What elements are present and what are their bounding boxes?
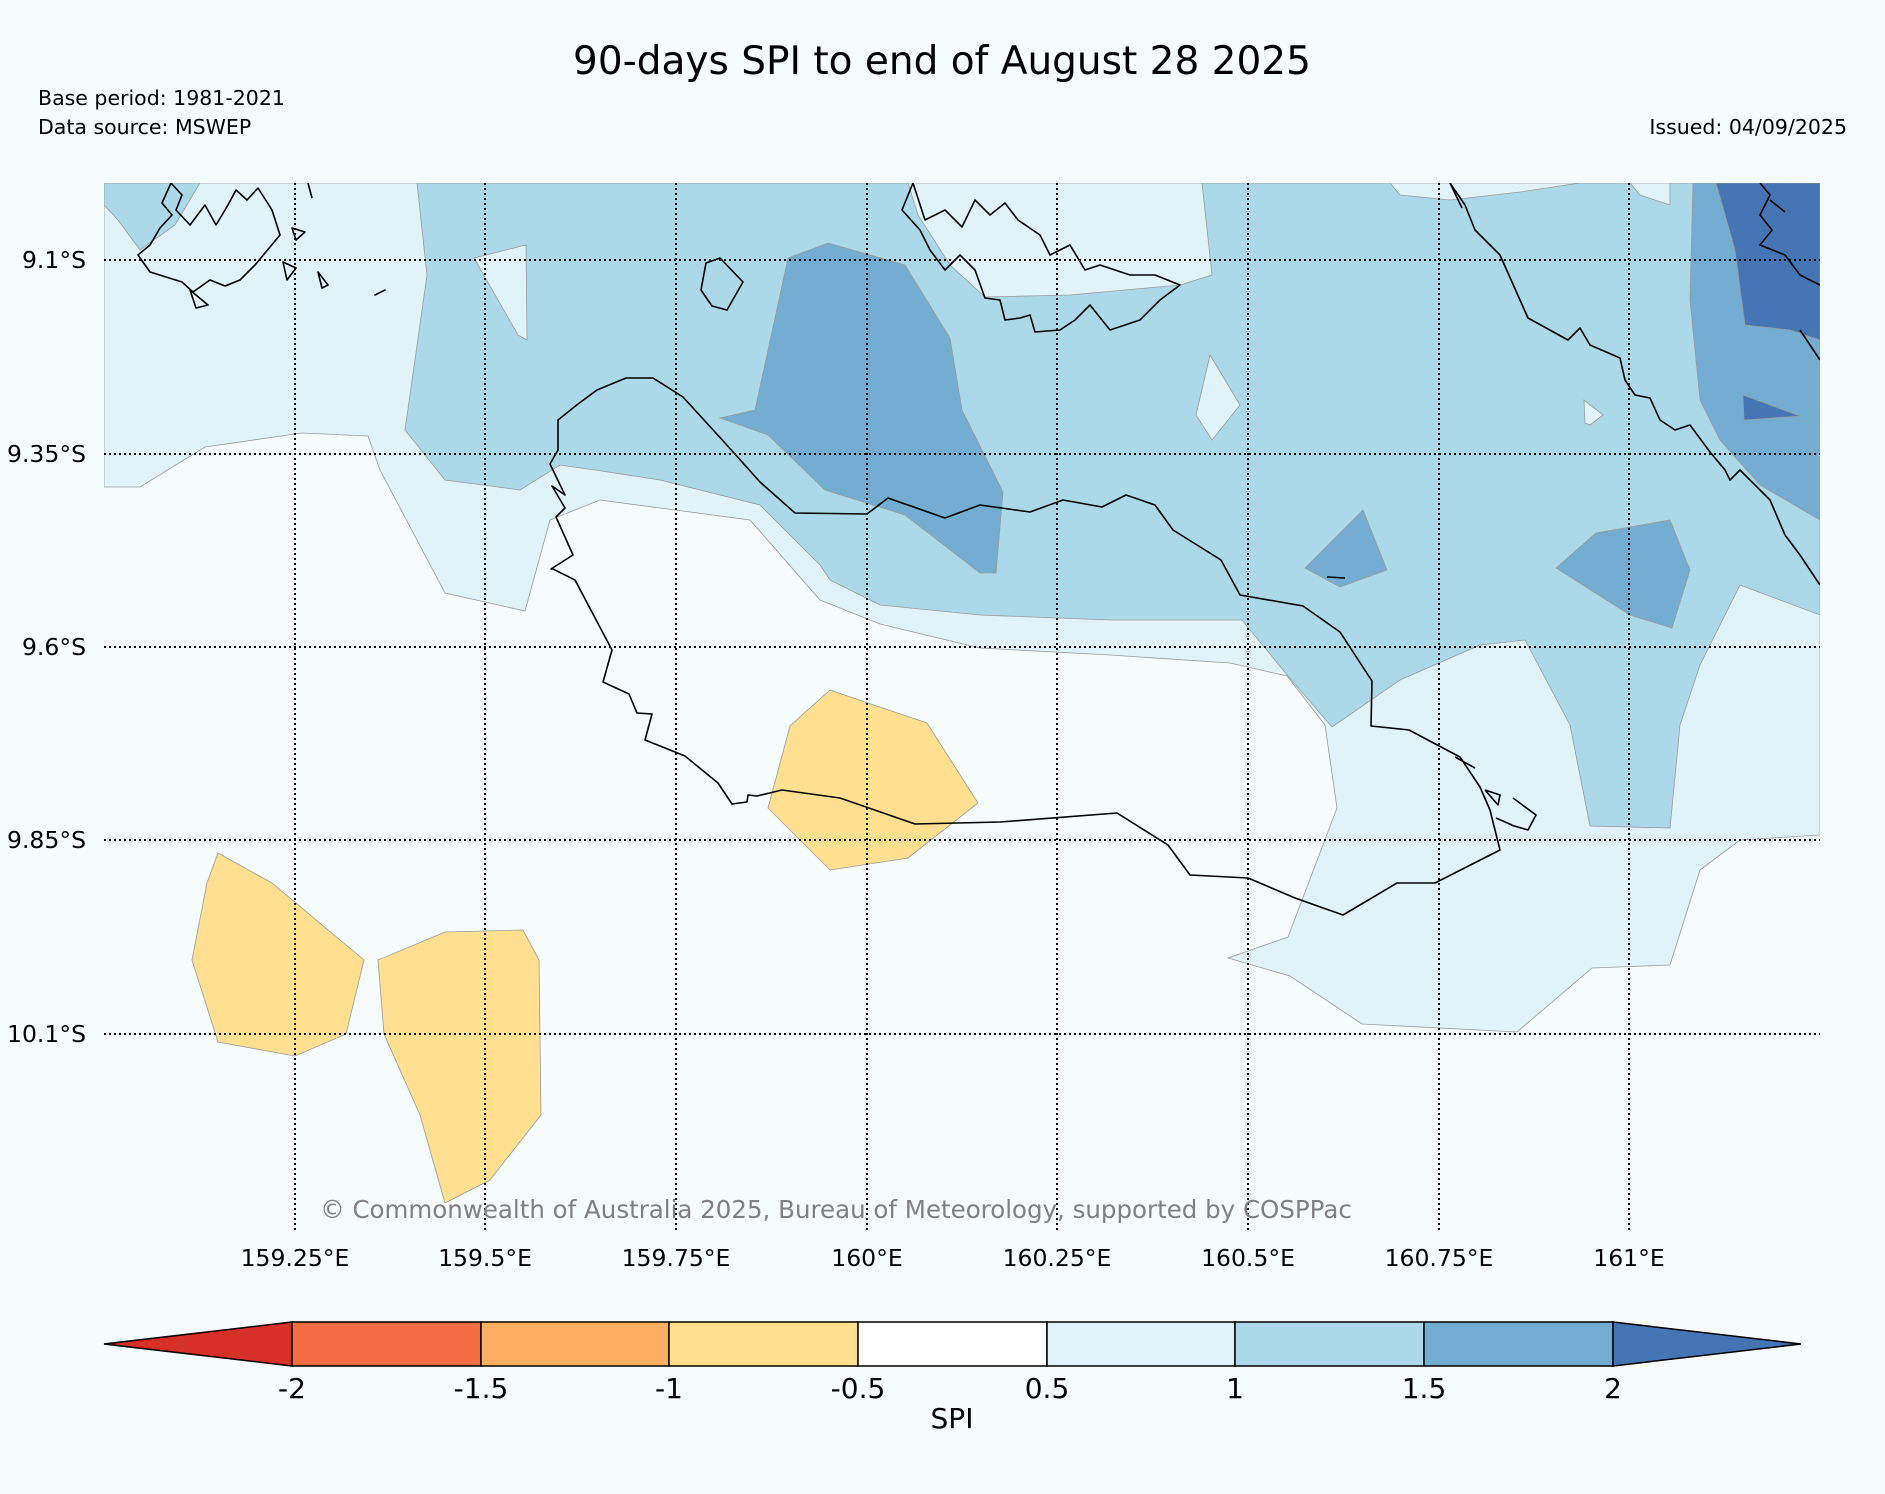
coastline-florida-islands	[901, 183, 1181, 333]
colorbar-tick-neg1: -1	[655, 1372, 683, 1405]
colorbar-title: SPI	[931, 1402, 974, 1435]
colorbar-tick-neg0-5: -0.5	[831, 1372, 886, 1405]
lon-label-159-25: 159.25°E	[241, 1244, 350, 1272]
latitude-labels: 9.1°S 9.35°S 9.6°S 9.85°S 10.1°S	[7, 246, 86, 1048]
colorbar-tick-neg1-5: -1.5	[454, 1372, 509, 1405]
coastline-russell-islands	[137, 183, 281, 293]
lon-label-160-25: 160.25°E	[1003, 1244, 1112, 1272]
coastline-malaita-north	[1449, 183, 1820, 361]
issued-date-text: Issued: 04/09/2025	[1649, 115, 1847, 139]
colorbar-segment-1-5-to-2	[1423, 1321, 1614, 1367]
spi-region-0-5-to-1-patch-d	[1583, 399, 1604, 426]
colorbar-segment-0-5-to-1	[1046, 1321, 1236, 1367]
coastline-guadalcanal	[549, 377, 1501, 916]
spi-region-0-5-to-1-patch-e	[1389, 183, 1581, 201]
spi-region-1-to-1-5	[404, 183, 1820, 829]
spi-region-gt-2-small	[1742, 394, 1801, 421]
lat-label-10-1: 10.1°S	[7, 1020, 86, 1048]
map-area: © Commonwealth of Australia 2025, Bureau…	[104, 183, 1820, 1230]
lon-label-160: 160°E	[831, 1244, 902, 1272]
colorbar: -2 -1.5 -1 -0.5 0.5 1 1.5 2 SPI	[103, 1321, 1802, 1435]
colorbar-segment-neg1-to-neg0-5	[668, 1321, 859, 1367]
coastline-malaita	[1449, 183, 1820, 586]
spi-region-0-5-to-1-patch-f	[1629, 183, 1671, 206]
longitude-labels: 159.25°E 159.5°E 159.75°E 160°E 160.25°E…	[241, 1244, 1665, 1272]
colorbar-segment-gt-2	[1612, 1321, 1802, 1367]
spi-region-1-5-to-2-central	[718, 242, 1004, 574]
coastline-savo-island	[700, 257, 744, 311]
colorbar-segment-lt-neg2	[103, 1321, 293, 1367]
colorbar-segment-1-to-1-5	[1234, 1321, 1425, 1367]
spi-region-0-5-to-1-patch-a	[473, 244, 528, 341]
coastline-guadalcanal-east-islets	[1326, 576, 1537, 831]
lon-label-159-5: 159.5°E	[438, 1244, 532, 1272]
spi-region-1-5-to-2-east-a	[1304, 509, 1388, 588]
colorbar-tick-0-5: 0.5	[1025, 1372, 1070, 1405]
colorbar-tick-2: 2	[1604, 1372, 1622, 1405]
coastlines	[137, 183, 1820, 916]
spi-region-neg1-to-neg0-5-sw-b	[377, 929, 542, 1204]
lat-label-9-6: 9.6°S	[22, 633, 86, 661]
lon-label-161: 161°E	[1593, 1244, 1664, 1272]
spi-region-0-5-to-1-patch-c	[1195, 353, 1241, 441]
lon-label-159-75: 159.75°E	[622, 1244, 731, 1272]
data-source-text: Data source: MSWEP	[38, 115, 251, 139]
base-period-text: Base period: 1981-2021	[38, 86, 285, 110]
colorbar-segment-neg1-5-to-neg1	[480, 1321, 670, 1367]
lat-label-9-85: 9.85°S	[7, 826, 86, 854]
colorbar-tick-neg2: -2	[278, 1372, 306, 1405]
gridlines	[104, 183, 1820, 1230]
spi-region-0-5-to-1-patch-b	[907, 183, 1213, 298]
spi-region-1-to-1-5-nw	[104, 183, 201, 251]
lat-label-9-1: 9.1°S	[22, 246, 86, 274]
colorbar-segment-neg0-5-to-0-5	[857, 1321, 1048, 1367]
colorbar-tick-1: 1	[1226, 1372, 1244, 1405]
colorbar-tick-1-5: 1.5	[1402, 1372, 1447, 1405]
colorbar-segment-neg2-to-neg1-5	[291, 1321, 482, 1367]
spi-region-neg1-to-neg0-5-sw-a	[191, 852, 365, 1057]
lat-label-9-35: 9.35°S	[7, 440, 86, 468]
copyright-text: © Commonwealth of Australia 2025, Bureau…	[320, 1195, 1352, 1224]
lon-label-160-5: 160.5°E	[1201, 1244, 1295, 1272]
coastline-russell-islets	[189, 183, 386, 309]
spi-region-neg1-to-neg0-5-central	[767, 689, 979, 871]
lon-label-160-75: 160.75°E	[1385, 1244, 1494, 1272]
spi-region-gt-2	[1715, 183, 1820, 341]
map-title: 90-days SPI to end of August 28 2025	[573, 39, 1311, 84]
